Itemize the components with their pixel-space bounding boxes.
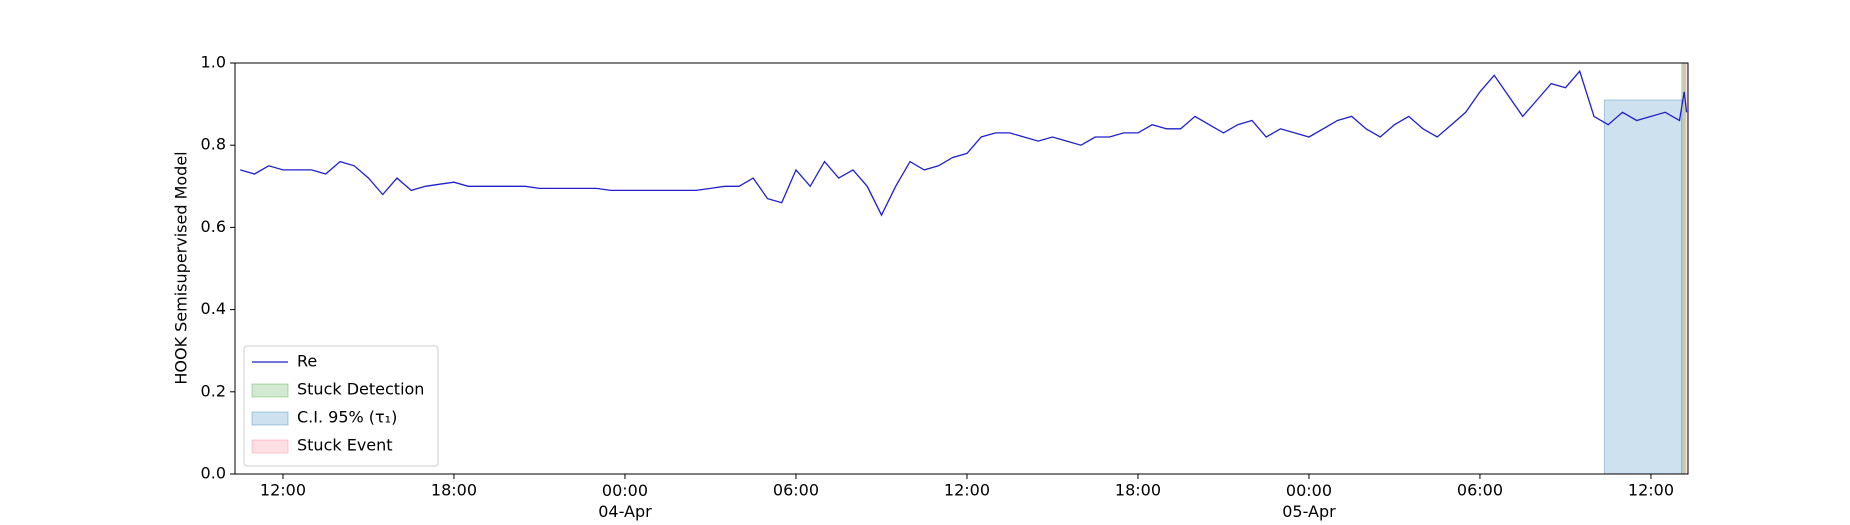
plot-frame: [234, 62, 1689, 475]
x-tick-label: 06:00: [1457, 481, 1503, 500]
x-tick-label-line: 00:00: [1286, 481, 1332, 500]
y-tick-label: 0.6: [201, 217, 226, 236]
y-tick-label: 0.0: [201, 464, 226, 483]
data-line: [240, 69, 1688, 217]
shaded-span: [1681, 63, 1686, 474]
x-tick-label: 00:00 04-Apr 1900: [598, 481, 652, 525]
legend-box: [243, 345, 439, 467]
y-tick-label: 1.0: [201, 53, 226, 72]
legend-label: Stuck Event: [297, 436, 393, 455]
x-tick-label: 06:00: [773, 481, 819, 500]
shaded-span: [1682, 63, 1688, 474]
legend-label: Stuck Detection: [297, 380, 424, 399]
x-tick-label: 18:00: [1115, 481, 1161, 500]
x-tick-label: 12:00: [260, 481, 306, 500]
shaded-span: [1603, 99, 1683, 474]
x-tick-label-line: 05-Apr: [1282, 502, 1336, 521]
legend-patch: [251, 411, 289, 426]
x-tick-label: 00:00 05-Apr: [1282, 481, 1336, 521]
x-tick-label-line: 1900: [605, 523, 646, 525]
y-axis-label: HOOK Semisupervised Model: [172, 151, 191, 384]
x-tick-label-line: 00:00: [602, 481, 648, 500]
legend-label: Re: [297, 352, 317, 371]
legend-patch: [251, 439, 289, 454]
x-tick-label: 18:00: [431, 481, 477, 500]
legend-label: C.I. 95% (τ₁): [297, 408, 397, 427]
y-tick-label: 0.2: [201, 381, 226, 400]
x-tick-label: 12:00: [1628, 481, 1674, 500]
y-tick-label: 0.4: [201, 299, 226, 318]
legend-patch: [251, 383, 289, 398]
y-tick-label: 0.8: [201, 135, 226, 154]
x-tick-label-line: 04-Apr: [598, 502, 652, 521]
x-tick-label: 12:00: [944, 481, 990, 500]
